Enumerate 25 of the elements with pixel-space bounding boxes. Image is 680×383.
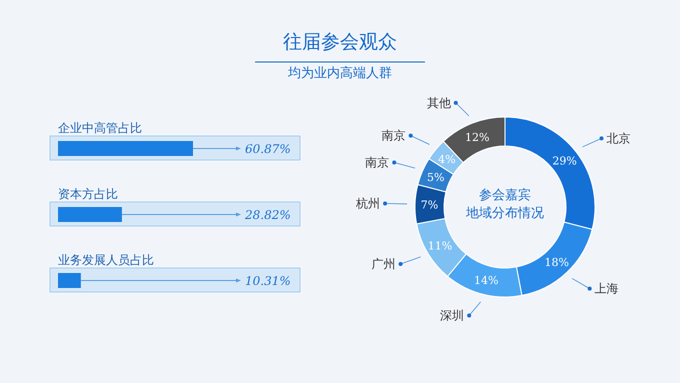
data-label: 14% — [474, 274, 498, 288]
y-tick-label: 业务发展人员占比 — [58, 253, 154, 267]
slice-label: 深圳 — [440, 308, 464, 322]
text: 均为业内高端人群 — [287, 65, 392, 81]
slice-label: 南京 — [365, 156, 390, 170]
slice-label: 南京 — [382, 128, 406, 143]
data-label: 10.31% — [245, 274, 291, 288]
slice-label: 杭州 — [355, 196, 380, 210]
data-label: 18% — [544, 256, 569, 270]
data-label: 11% — [428, 239, 452, 252]
slice-label: 广州 — [372, 257, 396, 272]
slice-label: 北京 — [606, 131, 630, 146]
data-label: 5% — [426, 171, 444, 184]
text: 往届参会观众 — [283, 31, 397, 53]
data-label: 4% — [438, 152, 456, 166]
y-tick-label: 资本方占比 — [58, 187, 118, 201]
data-label: 12% — [464, 130, 490, 144]
slice-label: 其他 — [426, 96, 451, 110]
text: 参会嘉宾地域分布情况 — [465, 187, 544, 221]
data-label: 28.82% — [244, 208, 291, 222]
data-label: 29% — [552, 154, 577, 168]
data-label: 7% — [420, 198, 438, 212]
data-label: 60.87% — [245, 142, 291, 156]
slice-label: 上海 — [594, 282, 619, 296]
y-tick-label: 企业中高管占比 — [58, 121, 142, 135]
